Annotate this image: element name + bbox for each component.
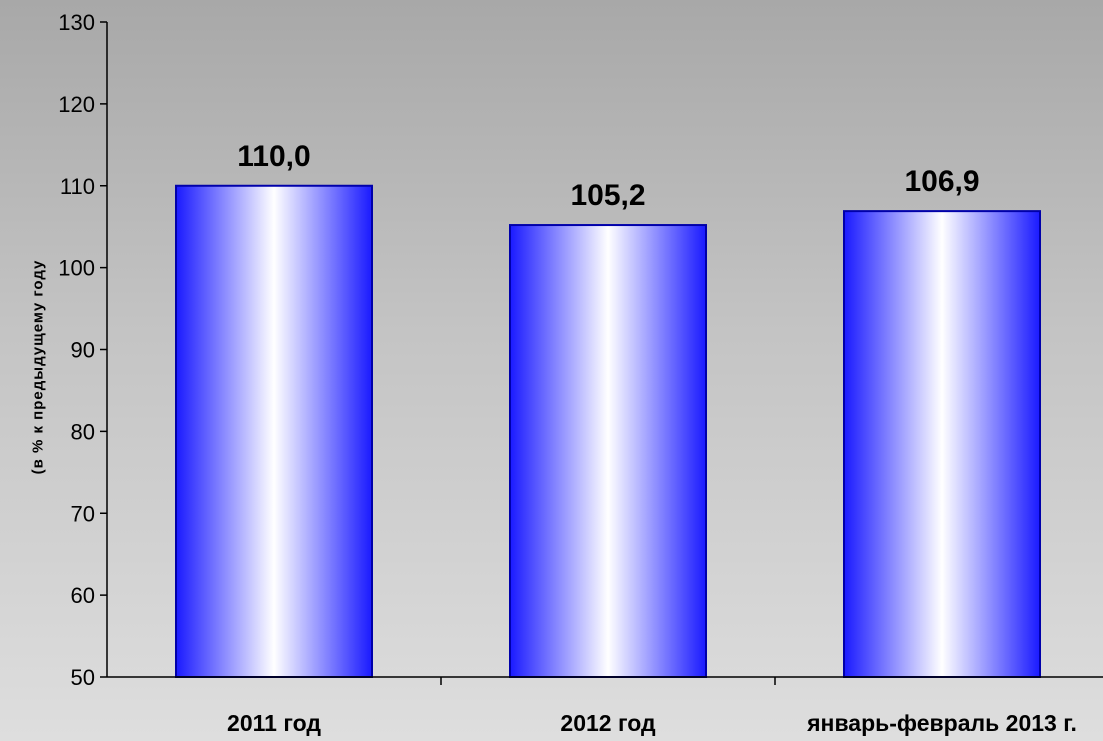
bar-3	[843, 210, 1041, 678]
y-tick-label-50: 50	[71, 665, 95, 690]
y-tick-label-110: 110	[60, 174, 95, 199]
y-tick-label-70: 70	[71, 501, 95, 526]
data-label-2: 105,2	[570, 179, 645, 212]
y-tick-label-120: 120	[58, 92, 95, 117]
y-tick-label-80: 80	[71, 419, 95, 444]
data-label-1: 110,0	[237, 140, 310, 173]
y-tick-label-90: 90	[71, 338, 95, 363]
bar-2	[509, 224, 707, 679]
y-tick-label-60: 60	[71, 583, 95, 608]
x-tick-label-3: январь-февраль 2013 г.	[806, 710, 1077, 736]
x-tick-label-2: 2012 год	[560, 710, 656, 736]
bar-1	[175, 184, 373, 678]
x-tick-label-1: 2011 год	[227, 710, 321, 736]
y-tick-label-100: 100	[58, 256, 95, 281]
y-tick-label-130: 130	[58, 10, 95, 35]
data-label-3: 106,9	[904, 165, 979, 198]
